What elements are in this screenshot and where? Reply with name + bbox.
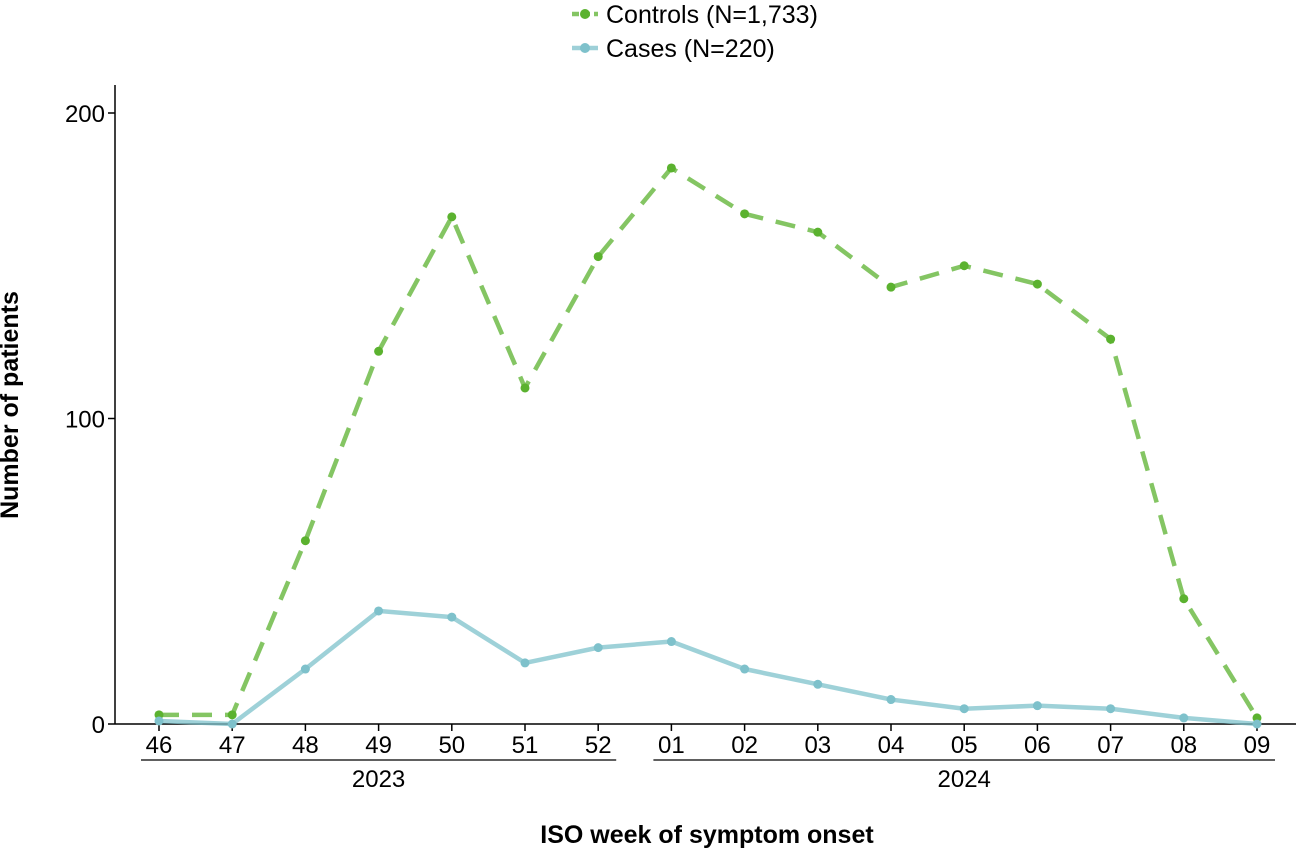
data-point-controls	[520, 383, 530, 393]
x-tick-label: 03	[804, 732, 831, 759]
data-point-controls	[813, 227, 823, 237]
legend-swatch-marker	[580, 43, 590, 53]
data-point-controls	[1179, 594, 1189, 604]
data-point-cases	[1179, 713, 1189, 723]
y-tick-label: 0	[92, 712, 105, 739]
year-group-label: 2023	[352, 766, 405, 793]
data-point-controls	[593, 252, 603, 262]
plot-area	[154, 163, 1262, 729]
series-line-cases	[158, 608, 1258, 727]
legend-swatch-marker	[580, 9, 590, 19]
data-point-controls	[886, 282, 896, 292]
data-point-cases	[959, 704, 969, 714]
data-point-cases	[593, 643, 603, 653]
data-point-cases	[227, 719, 237, 729]
data-point-cases	[447, 612, 457, 622]
y-axis-title: Number of patients	[0, 291, 24, 519]
data-point-controls	[1106, 334, 1116, 344]
data-point-controls	[227, 710, 237, 720]
legend-label: Cases (N=220)	[606, 35, 775, 63]
x-tick-label: 48	[292, 732, 319, 759]
legend-label: Controls (N=1,733)	[606, 1, 818, 29]
x-tick-label: 01	[658, 732, 685, 759]
y-tick-label: 200	[65, 101, 105, 128]
data-point-cases	[1032, 701, 1042, 711]
data-point-cases	[300, 664, 310, 674]
x-tick-label: 06	[1024, 732, 1051, 759]
series-line-controls	[159, 165, 1259, 720]
data-point-controls	[740, 209, 750, 219]
x-tick-label: 52	[585, 732, 612, 759]
y-axis: 0 100 200	[65, 85, 116, 739]
data-point-controls	[666, 163, 676, 173]
data-point-cases	[374, 606, 384, 616]
x-axis-title: ISO week of symptom onset	[540, 821, 874, 849]
data-point-cases	[520, 658, 530, 668]
x-tick-label: 46	[146, 732, 173, 759]
x-tick-label: 02	[731, 732, 758, 759]
x-tick-label: 49	[365, 732, 392, 759]
legend: Controls (N=1,733) Cases (N=220)	[572, 1, 818, 63]
data-point-controls	[447, 212, 457, 222]
x-tick-label: 47	[219, 732, 246, 759]
year-group-label: 2024	[938, 766, 991, 793]
data-point-cases	[1106, 704, 1116, 714]
data-point-controls	[959, 261, 969, 271]
data-point-cases	[1252, 719, 1262, 729]
data-point-controls	[300, 536, 310, 546]
data-point-cases	[666, 637, 676, 647]
x-tick-label: 07	[1097, 732, 1124, 759]
data-point-cases	[740, 664, 750, 674]
data-point-controls	[374, 346, 384, 356]
x-tick-label: 09	[1244, 732, 1271, 759]
x-tick-label: 50	[438, 732, 465, 759]
y-tick-label: 100	[65, 407, 105, 434]
x-tick-label: 05	[951, 732, 978, 759]
data-point-cases	[154, 716, 164, 726]
data-point-controls	[1032, 279, 1042, 289]
x-tick-label: 51	[512, 732, 539, 759]
data-point-cases	[813, 679, 823, 689]
x-tick-label: 08	[1170, 732, 1197, 759]
data-point-cases	[886, 695, 896, 705]
x-tick-label: 04	[878, 732, 905, 759]
x-axis: 46 47 48 49 50 51 52 01 02 03 04 05 06 07 08 09 2023 2024	[115, 723, 1296, 793]
